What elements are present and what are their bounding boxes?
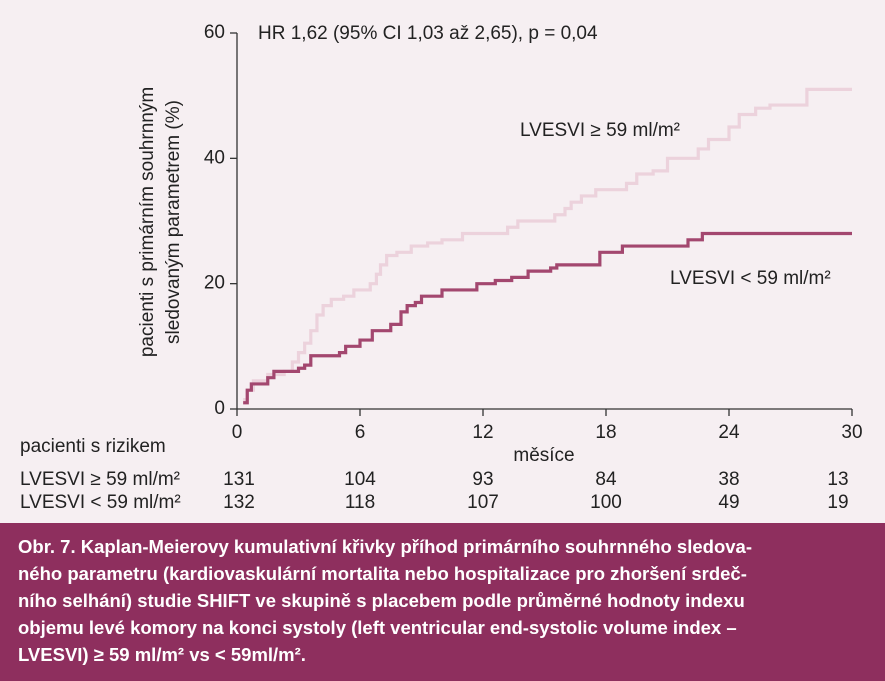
at-risk-value: 100: [590, 492, 622, 513]
caption-line: Obr. 7. Kaplan-Meierovy kumulativní křiv…: [18, 536, 752, 557]
caption-line: LVESVI) ≥ 59 ml/m² vs < 59ml/m².: [18, 644, 306, 665]
caption: Obr. 7. Kaplan-Meierovy kumulativní křiv…: [0, 523, 885, 681]
at-risk-value: 49: [718, 492, 739, 513]
km-curve: [243, 87, 852, 402]
x-tick-label: 30: [841, 422, 862, 443]
x-tick-label: 12: [472, 422, 493, 443]
caption-line: ního selhání) studie SHIFT ve skupině s …: [18, 590, 745, 611]
at-risk-value: 38: [718, 469, 739, 490]
x-label: měsíce: [513, 445, 574, 466]
y-tick-label: 60: [204, 22, 225, 43]
y-label: pacienti s primárním souhrnným sledovaný…: [137, 87, 184, 357]
km-curve: [243, 231, 852, 405]
x-tick-label: 24: [718, 422, 740, 443]
y-tick-label: 20: [204, 273, 225, 294]
at-risk-value: 107: [467, 492, 499, 513]
y-tick-label: 0: [214, 398, 225, 419]
series-label: LVESVI ≥ 59 ml/m²: [520, 120, 680, 141]
at-risk-value: 19: [827, 492, 848, 513]
series-label: LVESVI < 59 ml/m²: [670, 268, 831, 289]
x-tick-label: 6: [355, 422, 366, 443]
at-risk-value: 118: [345, 492, 375, 513]
at-risk-value: 132: [223, 492, 255, 513]
at-risk-label: LVESVI ≥ 59 ml/m²: [20, 469, 180, 490]
y-label-line: sledovaným parametrem (%): [163, 100, 184, 344]
at-risk-value: 131: [223, 469, 255, 490]
at-risk-title: pacienti s rizikem: [20, 436, 166, 457]
at-risk-value: 13: [827, 469, 848, 490]
at-risk-label: LVESVI < 59 ml/m²: [20, 492, 181, 513]
chart: HR 1,62 (95% CI 1,03 až 2,65), p = 0,04 …: [20, 22, 863, 513]
x-tick-label: 0: [232, 422, 243, 443]
at-risk-value: 93: [472, 469, 493, 490]
y-label-line: pacienti s primárním souhrnným: [137, 87, 158, 357]
annotation: HR 1,62 (95% CI 1,03 až 2,65), p = 0,04: [258, 23, 598, 44]
caption-line: ného parametru (kardiovaskulární mortali…: [18, 563, 747, 584]
y-tick-label: 40: [204, 147, 225, 168]
at-risk-value: 104: [344, 469, 376, 490]
x-tick-label: 18: [595, 422, 616, 443]
caption-line: objemu levé komory na konci systoly (lef…: [18, 617, 737, 638]
at-risk-value: 84: [595, 469, 617, 490]
